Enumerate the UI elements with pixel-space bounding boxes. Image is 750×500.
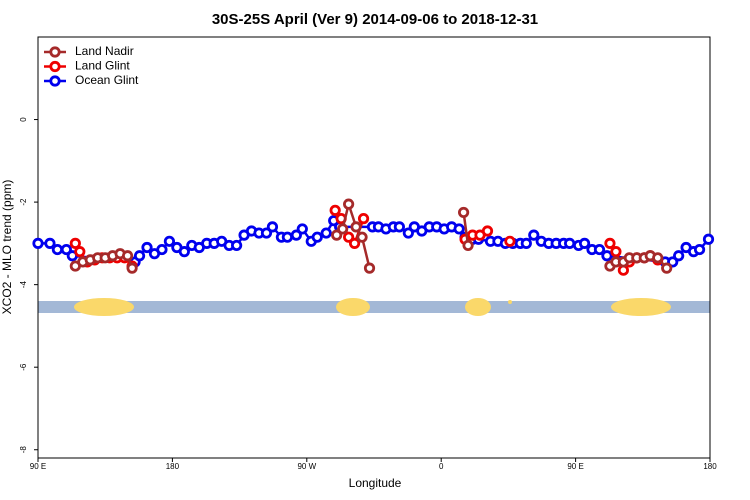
point <box>667 256 679 268</box>
point <box>356 231 368 243</box>
point <box>32 237 44 249</box>
point <box>51 243 64 256</box>
point <box>702 233 715 245</box>
land-patch <box>465 298 491 316</box>
point <box>337 223 349 235</box>
x-tick-label: 90 E <box>567 462 583 471</box>
point <box>156 243 168 256</box>
point <box>661 262 673 274</box>
point <box>141 241 153 254</box>
point <box>520 237 532 249</box>
point <box>578 237 591 249</box>
point <box>453 223 465 235</box>
x-tick-label: 180 <box>166 462 180 471</box>
point <box>604 237 616 249</box>
y-tick-label: -2 <box>19 198 28 206</box>
point <box>528 229 540 241</box>
point <box>462 239 474 252</box>
point <box>593 243 606 256</box>
point <box>343 198 355 210</box>
point <box>290 229 302 241</box>
point <box>126 262 138 274</box>
x-tick-label: 90 E <box>30 462 46 471</box>
point <box>69 237 81 249</box>
legend-label: Land Glint <box>75 59 130 73</box>
x-tick-label: 90 W <box>297 462 316 471</box>
x-tick-label: 180 <box>703 462 717 471</box>
chart-title: 30S-25S April (Ver 9) 2014-09-06 to 2018… <box>212 11 538 28</box>
legend-marker <box>49 46 61 58</box>
land-patch <box>611 298 671 316</box>
legend-label: Ocean Glint <box>75 73 139 87</box>
point <box>163 235 176 247</box>
point <box>178 246 190 258</box>
land-patch <box>508 300 512 304</box>
point <box>357 213 370 225</box>
y-axis-label: XCO2 - MLO trend (ppm) <box>0 180 14 315</box>
point <box>652 252 664 264</box>
x-axis-label: Longitude <box>349 476 402 490</box>
y-tick-label: -6 <box>19 363 28 371</box>
point <box>504 235 516 247</box>
point <box>693 243 706 256</box>
series <box>32 215 715 268</box>
point <box>44 237 56 249</box>
point <box>296 223 308 235</box>
point <box>601 250 613 262</box>
point <box>402 227 414 239</box>
point <box>331 229 343 241</box>
point <box>74 246 86 258</box>
point <box>320 227 332 239</box>
legend-label: Land Nadir <box>75 44 134 58</box>
series <box>69 198 673 274</box>
legend-marker <box>49 75 61 87</box>
point <box>343 231 355 243</box>
y-tick-label: -8 <box>19 446 28 454</box>
point <box>133 250 146 262</box>
point <box>60 243 72 256</box>
y-tick-label: 0 <box>19 117 28 122</box>
point <box>393 221 405 233</box>
legend-marker <box>49 60 61 73</box>
point <box>363 262 376 274</box>
point <box>350 221 362 233</box>
point <box>610 246 622 258</box>
land-patch <box>74 298 134 316</box>
ocean-band <box>38 301 710 313</box>
point <box>122 250 134 262</box>
series-line <box>74 199 668 269</box>
point <box>481 225 494 237</box>
point <box>348 237 361 249</box>
point <box>329 204 341 216</box>
point <box>311 231 323 243</box>
point <box>457 206 470 219</box>
point <box>266 221 279 233</box>
y-tick-label: -4 <box>19 281 28 289</box>
point <box>231 239 243 252</box>
x-tick-label: 0 <box>439 462 444 471</box>
land-ocean-band <box>38 298 710 316</box>
point <box>673 250 685 262</box>
point <box>564 237 576 249</box>
point <box>260 227 273 239</box>
point <box>281 231 293 243</box>
land-patch <box>336 298 370 316</box>
